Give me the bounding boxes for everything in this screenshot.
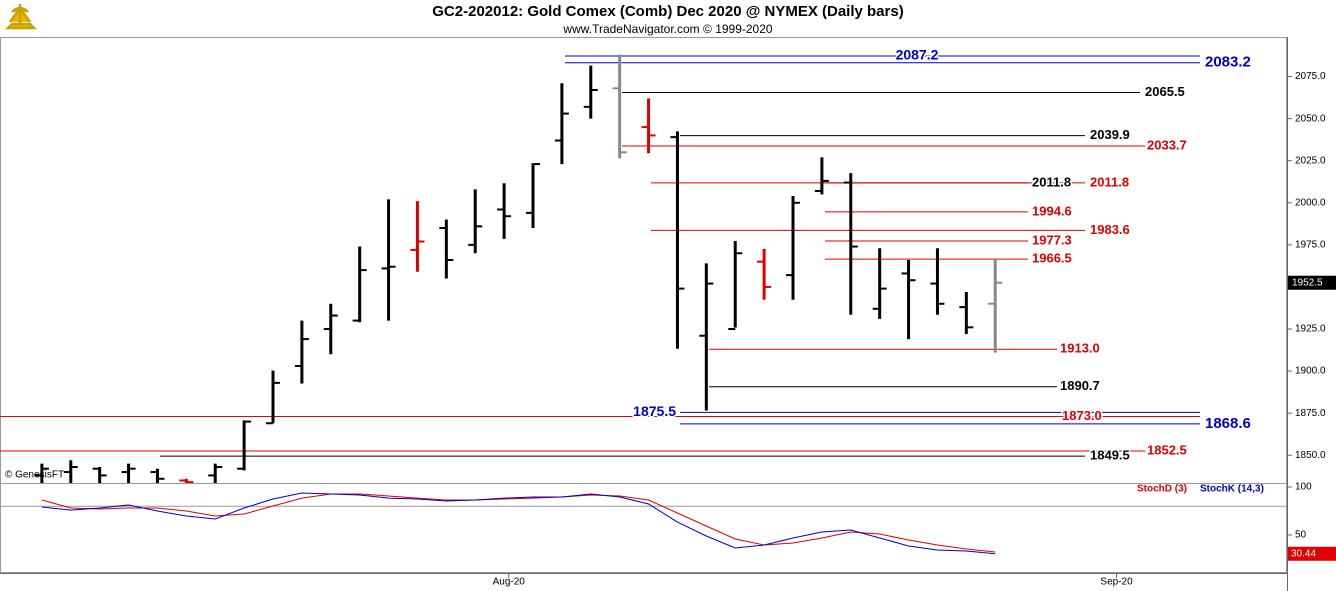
level-label: 2039.9 bbox=[1090, 127, 1130, 142]
x-tick-label: Sep-20 bbox=[1100, 577, 1133, 588]
chart-subtitle: www.TradeNavigator.com © 1999-2020 bbox=[562, 22, 772, 36]
y-tick-label: 2050.0 bbox=[1295, 113, 1326, 124]
last-value-box bbox=[1288, 546, 1336, 561]
y-tick-label: 1975.0 bbox=[1295, 239, 1326, 250]
level-label: 1849.5 bbox=[1090, 448, 1130, 463]
level-label: 1966.5 bbox=[1032, 251, 1072, 266]
y-tick-label: 1875.0 bbox=[1295, 408, 1326, 419]
plot-frame bbox=[0, 37, 1287, 573]
chart-title: GC2-202012: Gold Comex (Comb) Dec 2020 @… bbox=[432, 3, 903, 20]
stoch-line bbox=[41, 492, 996, 555]
y-tick-label: 2000.0 bbox=[1295, 197, 1326, 208]
last-value-label: 30.44 bbox=[1291, 548, 1316, 559]
overlay: 1850.01875.01900.01925.01950.01975.02000… bbox=[493, 45, 1336, 588]
level-label: 2033.7 bbox=[1147, 137, 1187, 152]
logo bbox=[4, 4, 38, 30]
x-tick-label: Aug-20 bbox=[493, 577, 526, 588]
level-label: 1873.0 bbox=[1062, 408, 1102, 423]
level-label: 2011.8 bbox=[1090, 174, 1129, 189]
level-label: 1913.0 bbox=[1060, 341, 1100, 356]
price-panel bbox=[0, 54, 1200, 483]
level-label: 1983.6 bbox=[1090, 222, 1130, 237]
level-label: 2083.2 bbox=[1205, 54, 1251, 71]
level-label: 1868.6 bbox=[1205, 415, 1251, 432]
last-price-label: 1952.5 bbox=[1292, 277, 1323, 288]
level-label: 2087.2 bbox=[896, 47, 939, 63]
y-tick-label: 100 bbox=[1295, 482, 1312, 493]
legend-entry: StochD (3) bbox=[1137, 484, 1187, 495]
y-tick-label: 50 bbox=[1295, 530, 1307, 541]
y-tick-label: 1900.0 bbox=[1295, 366, 1326, 377]
stoch-line bbox=[41, 493, 996, 553]
level-label: 1875.5 bbox=[633, 403, 676, 419]
level-label: 1852.5 bbox=[1147, 442, 1187, 457]
level-label: 1890.7 bbox=[1060, 378, 1100, 393]
level-label: 1977.3 bbox=[1032, 232, 1072, 247]
y-tick-label: 1925.0 bbox=[1295, 324, 1326, 335]
y-tick-label: 2075.0 bbox=[1295, 71, 1326, 82]
legend-entry: StochK (14,3) bbox=[1200, 484, 1264, 495]
level-label: 2065.5 bbox=[1145, 84, 1185, 99]
level-label: 1994.6 bbox=[1032, 203, 1072, 218]
level-label: 2011.8 bbox=[1032, 174, 1071, 189]
watermark: © GenesisFT bbox=[5, 470, 64, 481]
y-tick-label: 2025.0 bbox=[1295, 155, 1326, 166]
last-price-box bbox=[1288, 275, 1336, 290]
y-tick-label: 1850.0 bbox=[1295, 450, 1326, 461]
stoch-panel bbox=[0, 492, 1287, 555]
